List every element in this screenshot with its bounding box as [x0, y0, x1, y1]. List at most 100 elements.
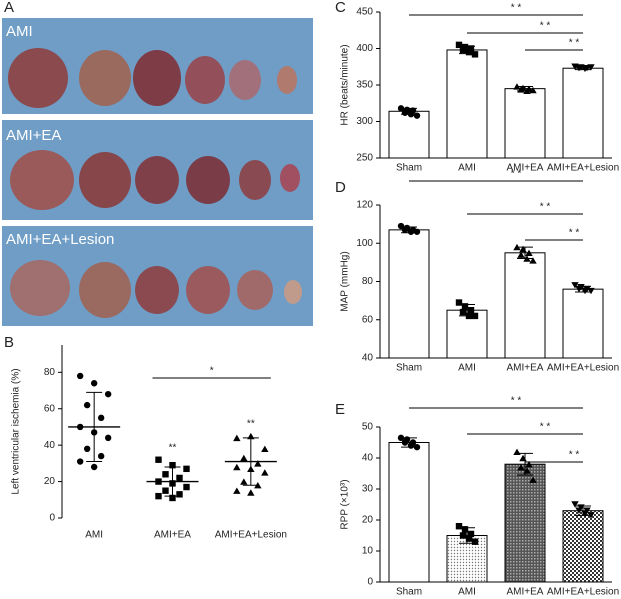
data-point — [176, 474, 183, 482]
data-point — [76, 423, 84, 431]
y-axis-title: RPP (×10³) — [340, 479, 351, 529]
data-point — [455, 523, 463, 530]
x-tick-label: AMI+EA — [154, 530, 191, 541]
chart: B Left ventricular ischemia (%) 0 20 40 60 80 A… — [4, 334, 287, 541]
x-tick-label: AMI — [85, 530, 103, 541]
x-tick-label: AMI+EA — [507, 587, 544, 598]
data-point — [471, 51, 479, 58]
bar — [388, 229, 430, 359]
data-point — [571, 282, 579, 289]
data-point — [523, 87, 531, 95]
data-point — [517, 86, 525, 93]
data-point — [523, 467, 531, 474]
data-point — [465, 48, 473, 56]
error-bar — [86, 391, 103, 463]
data-point — [519, 454, 527, 462]
data-point — [461, 526, 469, 533]
data-point — [581, 510, 589, 517]
data-point — [401, 109, 409, 116]
data-point — [467, 45, 475, 52]
significance-label: * * — [511, 169, 522, 180]
x-tick-label: AMI — [458, 587, 476, 598]
data-point — [523, 255, 531, 262]
photo: AMI — [2, 18, 313, 114]
data-point — [575, 507, 583, 514]
y-tick-label: 40 — [362, 353, 374, 364]
data-point — [155, 492, 162, 500]
data-point — [183, 465, 190, 473]
y-tick-label: 10 — [362, 546, 374, 557]
data-point — [517, 464, 525, 471]
chart: E RPP (×10³) 0 10 20 30 40 50 Sham AMI AMI+EA AMI+E… — [335, 396, 619, 598]
data-point — [233, 463, 241, 471]
annotation: ** — [247, 419, 255, 430]
data-point — [247, 465, 255, 473]
data-point — [90, 429, 98, 436]
data-point — [587, 64, 595, 71]
panel-label: A — [4, 0, 14, 16]
data-point — [525, 249, 533, 257]
panel-label: C — [335, 0, 346, 16]
significance-label: * * — [569, 450, 580, 461]
data-point — [581, 65, 589, 73]
y-tick-label: 80 — [44, 367, 56, 378]
x-tick-label: AMI — [458, 163, 476, 174]
data-point — [83, 445, 91, 452]
panel-label: D — [335, 179, 346, 196]
significance-label: * * — [569, 228, 580, 239]
photo: AMI+EA — [2, 120, 313, 220]
y-tick-label: 30 — [362, 484, 374, 495]
data-point — [97, 452, 105, 460]
data-point — [471, 538, 479, 545]
bar — [388, 110, 430, 159]
y-tick-label: 50 — [362, 422, 374, 433]
data-point — [401, 226, 409, 234]
photo-label: AMI+EA — [6, 127, 61, 144]
y-tick-label: 100 — [356, 238, 373, 249]
data-point — [455, 299, 463, 306]
data-point — [575, 285, 583, 293]
data-point — [247, 489, 255, 496]
data-point — [155, 478, 162, 485]
significance-label: * * — [540, 422, 551, 433]
data-point — [465, 312, 473, 320]
data-point — [397, 105, 405, 112]
data-point — [525, 461, 533, 468]
data-point — [529, 257, 537, 264]
data-point — [513, 243, 521, 251]
y-axis-title: HR (beats/minute) — [340, 44, 351, 125]
y-tick-label: 40 — [362, 453, 374, 464]
photo-panel: A AMI AMI+EA AMI+EA+Lesion — [2, 0, 313, 326]
y-tick-label: 0 — [367, 577, 373, 588]
y-tick-label: 80 — [362, 276, 374, 287]
data-point — [455, 41, 463, 49]
data-point — [247, 432, 255, 440]
data-point — [261, 469, 269, 476]
data-point — [513, 448, 521, 455]
data-point — [90, 463, 98, 471]
photo-label: AMI+EA+Lesion — [6, 231, 114, 248]
data-point — [169, 461, 176, 469]
data-point — [261, 445, 269, 452]
data-point — [517, 251, 525, 258]
photo-label: AMI — [6, 23, 33, 40]
x-tick-label: AMI+EA — [507, 163, 544, 174]
y-axis-title: MAP (mmHg) — [340, 251, 351, 311]
data-point — [97, 414, 105, 422]
panel-label: E — [335, 401, 345, 418]
y-tick-label: 40 — [44, 440, 56, 451]
data-point — [104, 434, 112, 442]
panel-label: B — [4, 334, 14, 351]
significance-label: * * — [569, 38, 580, 49]
y-axis-title: Left ventricular ischemia (%) — [11, 368, 22, 494]
x-tick-label: AMI+EA+Lesion — [547, 587, 619, 598]
chart: D MAP (mmHg) 40 60 80 100 120 Sham AMI AMI+EA AMI+… — [335, 169, 619, 374]
data-point — [467, 306, 475, 314]
significance-label: * — [210, 366, 214, 377]
x-tick-label: Sham — [396, 587, 422, 598]
data-point — [254, 460, 262, 467]
data-point — [413, 112, 421, 119]
data-point — [397, 434, 405, 442]
significance-label: * * — [511, 3, 522, 14]
